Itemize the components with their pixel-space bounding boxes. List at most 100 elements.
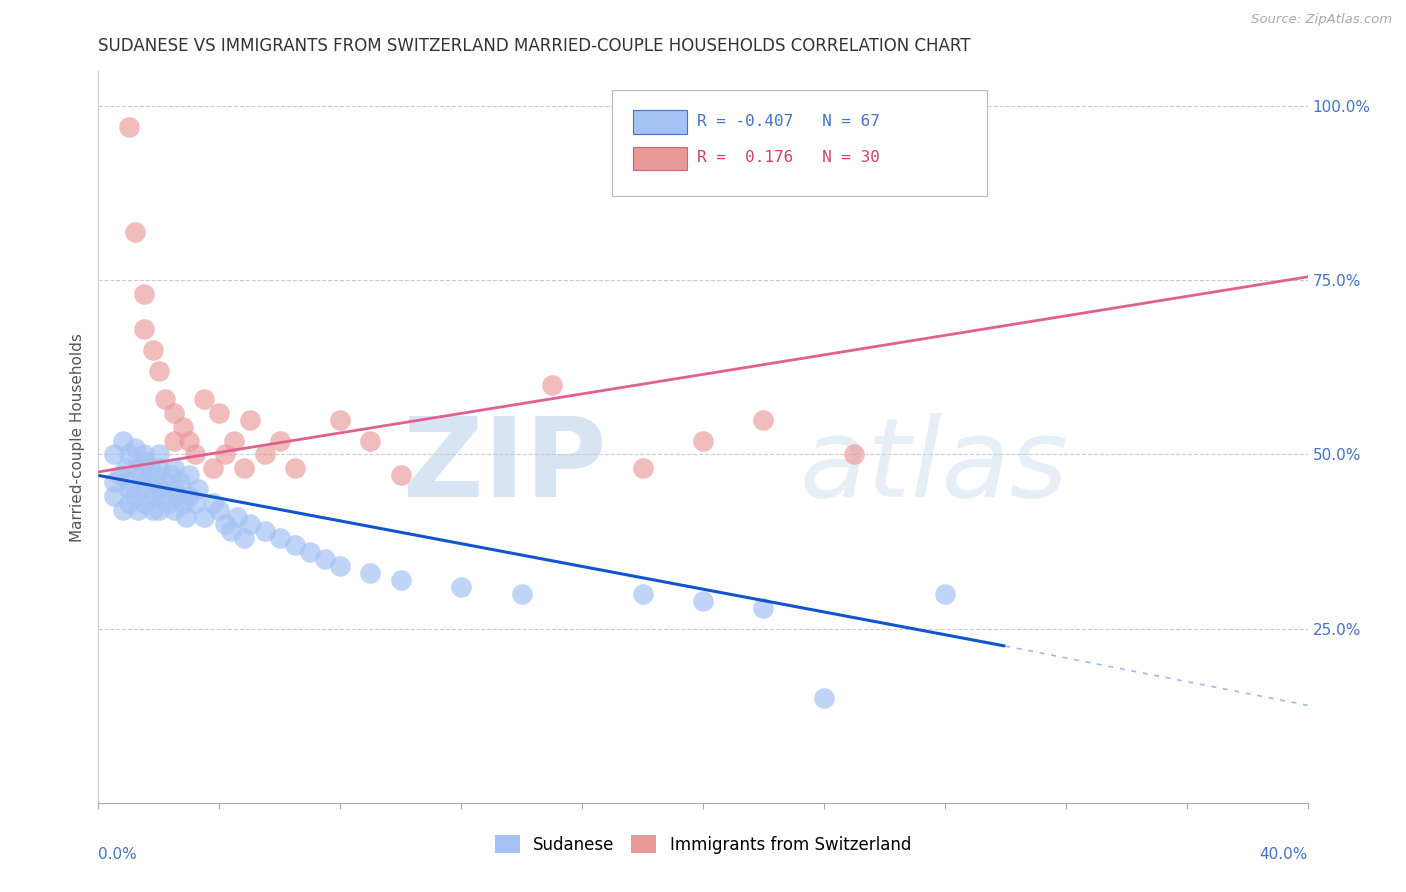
- Point: [111, 503, 134, 517]
- Point: [142, 489, 165, 503]
- Point: [202, 496, 225, 510]
- Point: [148, 364, 170, 378]
- Point: [148, 483, 170, 497]
- Point: [299, 545, 322, 559]
- Point: [150, 489, 173, 503]
- Point: [111, 434, 134, 448]
- Text: R = -0.407   N = 67: R = -0.407 N = 67: [697, 113, 880, 128]
- Point: [844, 448, 866, 462]
- Point: [163, 406, 186, 420]
- Point: [118, 496, 141, 510]
- Point: [114, 461, 136, 475]
- Point: [127, 503, 149, 517]
- Point: [389, 468, 412, 483]
- Point: [132, 287, 155, 301]
- Point: [179, 489, 201, 503]
- Point: [156, 496, 179, 510]
- Point: [184, 496, 207, 510]
- Point: [450, 580, 472, 594]
- Text: 0.0%: 0.0%: [98, 847, 138, 862]
- Point: [813, 691, 835, 706]
- Point: [269, 434, 291, 448]
- Point: [692, 434, 714, 448]
- Point: [284, 538, 307, 552]
- Point: [108, 468, 131, 483]
- Point: [226, 510, 249, 524]
- Text: ZIP: ZIP: [404, 413, 606, 520]
- Point: [329, 412, 352, 426]
- Point: [132, 322, 155, 336]
- Point: [163, 461, 186, 475]
- Point: [692, 594, 714, 608]
- Point: [239, 517, 262, 532]
- Point: [153, 475, 176, 490]
- Bar: [633, 146, 688, 170]
- Point: [118, 483, 141, 497]
- Y-axis label: Married-couple Households: Married-couple Households: [69, 333, 84, 541]
- Point: [239, 412, 262, 426]
- Point: [145, 468, 167, 483]
- Point: [142, 343, 165, 357]
- Point: [142, 503, 165, 517]
- Point: [232, 531, 254, 545]
- Text: atlas: atlas: [800, 413, 1069, 520]
- Point: [193, 392, 215, 406]
- Point: [179, 468, 201, 483]
- Point: [103, 489, 125, 503]
- Point: [153, 392, 176, 406]
- Point: [118, 475, 141, 490]
- Point: [148, 448, 170, 462]
- Text: R =  0.176   N = 30: R = 0.176 N = 30: [697, 150, 880, 165]
- Point: [132, 448, 155, 462]
- Point: [132, 454, 155, 468]
- Legend: Sudanese, Immigrants from Switzerland: Sudanese, Immigrants from Switzerland: [488, 829, 918, 860]
- Point: [360, 434, 382, 448]
- Point: [389, 573, 412, 587]
- Point: [166, 489, 188, 503]
- Point: [172, 496, 194, 510]
- Point: [163, 434, 186, 448]
- Point: [360, 566, 382, 580]
- Bar: [633, 110, 688, 134]
- Point: [631, 461, 654, 475]
- Point: [221, 524, 243, 538]
- Point: [329, 558, 352, 573]
- Text: 40.0%: 40.0%: [1260, 847, 1308, 862]
- Point: [269, 531, 291, 545]
- Point: [132, 496, 155, 510]
- Point: [118, 120, 141, 134]
- Point: [314, 552, 336, 566]
- Point: [187, 483, 209, 497]
- Point: [163, 503, 186, 517]
- Point: [148, 503, 170, 517]
- Point: [163, 483, 186, 497]
- Point: [510, 587, 533, 601]
- Point: [184, 448, 207, 462]
- Point: [129, 468, 152, 483]
- Point: [253, 524, 276, 538]
- FancyBboxPatch shape: [613, 90, 987, 195]
- Point: [103, 448, 125, 462]
- Point: [132, 483, 155, 497]
- Point: [224, 434, 246, 448]
- Point: [174, 510, 197, 524]
- Point: [169, 475, 191, 490]
- Point: [631, 587, 654, 601]
- Point: [202, 461, 225, 475]
- Point: [208, 503, 231, 517]
- Point: [118, 448, 141, 462]
- Point: [135, 475, 157, 490]
- Point: [124, 489, 146, 503]
- Point: [124, 225, 146, 239]
- Point: [148, 461, 170, 475]
- Point: [253, 448, 276, 462]
- Point: [103, 475, 125, 490]
- Point: [179, 434, 201, 448]
- Point: [752, 412, 775, 426]
- Point: [214, 517, 236, 532]
- Point: [284, 461, 307, 475]
- Point: [934, 587, 956, 601]
- Text: Source: ZipAtlas.com: Source: ZipAtlas.com: [1251, 13, 1392, 27]
- Point: [172, 419, 194, 434]
- Point: [127, 461, 149, 475]
